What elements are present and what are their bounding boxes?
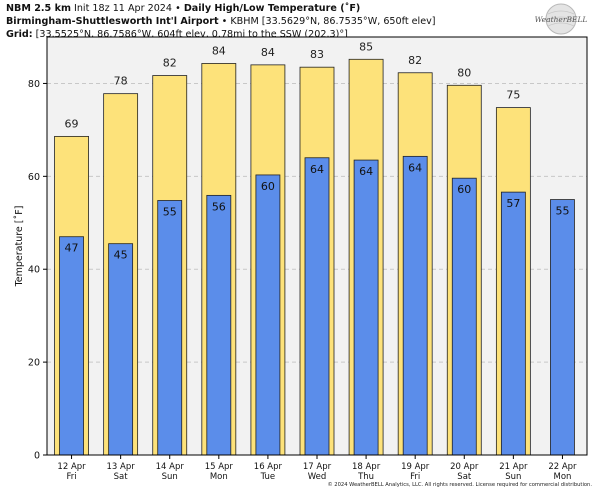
high-temp-label: 78 [114, 75, 128, 88]
low-temp-label: 55 [163, 205, 177, 218]
chart-title: Daily High/Low Temperature (˚F) [183, 3, 361, 14]
low-temp-bar [108, 243, 134, 456]
x-tick-date-label: 13 Apr [107, 462, 136, 472]
high-temp-label: 82 [408, 54, 422, 67]
x-tick-date-label: 20 Apr [450, 462, 479, 472]
x-tick-date-label: 14 Apr [156, 462, 185, 472]
x-tick-day-label: Mon [210, 472, 228, 482]
weatherbell-logo: WeatherBELL [535, 3, 588, 35]
x-tick-day-label: Thu [357, 472, 374, 482]
x-tick-date-label: 21 Apr [499, 462, 528, 472]
value-labels: 69 47 78 45 82 55 84 56 84 60 83 64 85 64 82 64 80 60 75 57… [65, 40, 570, 261]
x-tick-day-label: Fri [410, 472, 420, 482]
high-temp-label: 83 [310, 48, 324, 61]
low-temp-label: 45 [114, 249, 128, 262]
grid-info: [33.5525°N, 86.7586°W, 604ft elev, 0.78m… [35, 29, 348, 40]
low-temp-label: 64 [408, 161, 422, 174]
y-tick-label: 0 [34, 451, 40, 462]
init-time: Init 18z 11 Apr 2024 [74, 3, 173, 14]
bars [54, 58, 575, 456]
header-line-3: Grid: [33.5525°N, 86.7586°W, 604ft elev,… [6, 28, 526, 41]
x-tick-day-label: Wed [308, 472, 327, 482]
x-tick-day-label: Sun [162, 472, 178, 482]
low-temp-bar [157, 200, 183, 456]
bullet-separator: • [175, 3, 181, 14]
header-line-1: NBM 2.5 km Init 18z 11 Apr 2024 • Daily … [6, 2, 526, 15]
model-name: NBM 2.5 km [6, 3, 71, 14]
x-tick-date-label: 15 Apr [205, 462, 234, 472]
low-temp-bar [550, 199, 575, 456]
low-temp-bar [206, 194, 232, 456]
low-temp-bar [451, 177, 477, 456]
low-temp-label: 64 [359, 165, 373, 178]
x-tick-date-label: 17 Apr [303, 462, 332, 472]
high-temp-label: 84 [261, 46, 275, 59]
station-info: KBHM [33.5629°N, 86.7535°W, 650ft elev] [230, 16, 436, 27]
low-temp-label: 55 [555, 205, 569, 218]
low-temp-bar [402, 155, 428, 456]
x-tick-date-label: 22 Apr [548, 462, 577, 472]
x-tick-day-label: Tue [260, 472, 276, 482]
y-tick-label: 60 [28, 172, 40, 183]
bullet-separator: • [221, 16, 228, 27]
high-temp-label: 85 [359, 40, 373, 53]
x-tick-date-label: 19 Apr [401, 462, 430, 472]
low-temp-label: 64 [310, 163, 324, 176]
logo-text: WeatherBELL [535, 15, 588, 24]
low-temp-label: 57 [506, 197, 520, 210]
low-temp-bar [304, 157, 330, 456]
x-tick-day-label: Sat [114, 472, 129, 482]
x-tick-day-label: Mon [553, 472, 571, 482]
x-tick-date-label: 18 Apr [352, 462, 381, 472]
high-temp-label: 80 [457, 66, 471, 79]
low-temp-bar [500, 191, 526, 456]
low-temp-bar [255, 174, 281, 456]
low-temp-label: 47 [65, 242, 79, 255]
y-tick-label: 80 [28, 79, 40, 90]
chart-header: NBM 2.5 km Init 18z 11 Apr 2024 • Daily … [6, 2, 526, 41]
y-tick-label: 20 [28, 358, 40, 369]
low-temp-label: 56 [212, 200, 226, 213]
high-temp-label: 69 [65, 117, 79, 130]
x-tick-day-label: Sat [457, 472, 472, 482]
header-line-2: Birmingham-Shuttlesworth Int'l Airport •… [6, 15, 526, 28]
high-temp-label: 84 [212, 44, 226, 57]
x-tick-day-label: Fri [66, 472, 76, 482]
low-temp-bar [353, 159, 379, 456]
station-name: Birmingham-Shuttlesworth Int'l Airport [6, 16, 219, 27]
globe-lines-icon [545, 10, 577, 27]
y-tick-label: 40 [28, 265, 40, 276]
low-temp-label: 60 [457, 183, 471, 196]
high-temp-label: 82 [163, 57, 177, 70]
low-temp-bar [59, 236, 84, 456]
x-tick-date-label: 16 Apr [254, 462, 283, 472]
x-tick-date-label: 12 Apr [57, 462, 86, 472]
grid-label: Grid: [6, 29, 33, 40]
y-axis-label: Temperature [˚F] [14, 206, 25, 288]
high-temp-label: 75 [506, 89, 520, 102]
copyright-footer: © 2024 WeatherBELL Analytics, LLC. All r… [327, 482, 592, 488]
x-tick-day-label: Sun [505, 472, 521, 482]
globe-icon [545, 3, 577, 35]
plot-frame [46, 36, 588, 456]
low-temp-label: 60 [261, 180, 275, 193]
